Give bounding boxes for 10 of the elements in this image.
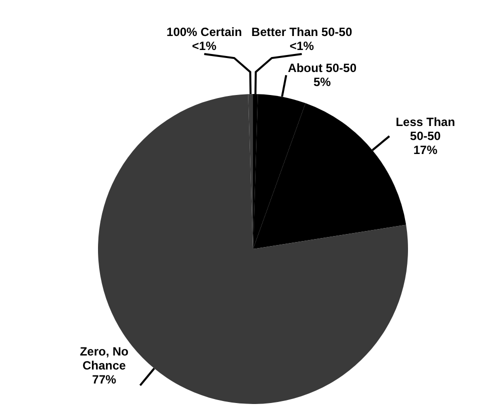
data-label: <1% [192, 39, 217, 54]
data-label: <1% [290, 39, 314, 54]
slice-label: About 50-50 [288, 61, 357, 76]
slice-label: Zero, No Chance [80, 344, 129, 372]
data-label: 77% [92, 372, 117, 386]
data-label: 17% [413, 143, 438, 158]
slice-label: Better Than 50-50 [251, 25, 352, 40]
slice-label: 100% Certain [166, 25, 242, 40]
data-label: 5% [313, 75, 332, 90]
slice-label: Less Than 50-50 [396, 115, 456, 144]
